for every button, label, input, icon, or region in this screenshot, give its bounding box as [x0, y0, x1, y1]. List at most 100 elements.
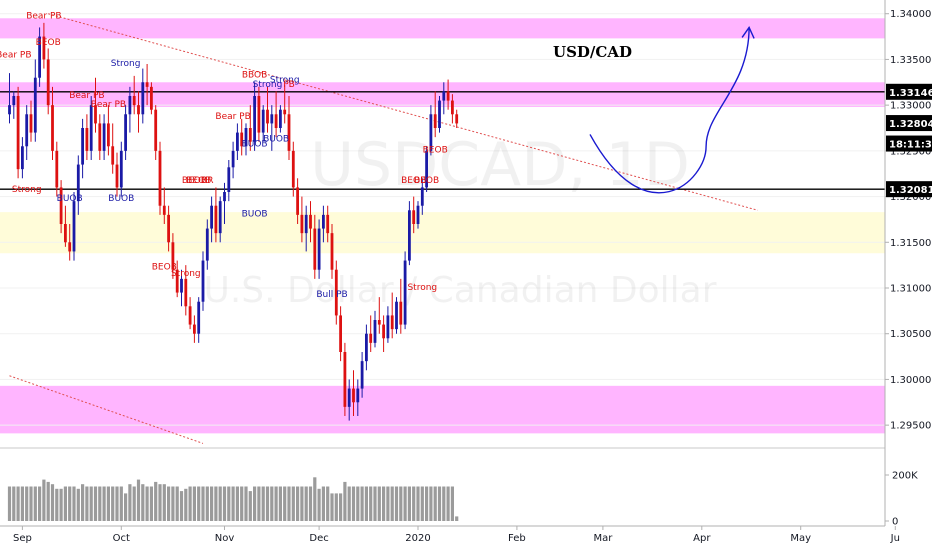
volume-tick-label-1: 200K	[892, 471, 918, 482]
volume-bar-52	[231, 486, 235, 521]
volume-bar-67	[296, 486, 300, 521]
volume-bar-28	[128, 484, 132, 521]
volume-bar-25	[115, 486, 119, 521]
volume-bar-12	[59, 488, 63, 521]
signal-label-25: BEOB	[423, 146, 448, 156]
volume-bar-76	[334, 493, 338, 521]
candle-body-72	[317, 228, 321, 270]
candle-body-18	[85, 128, 89, 151]
volume-bar-8	[42, 479, 46, 521]
candle-24	[111, 123, 115, 174]
candle-body-96	[420, 187, 424, 206]
candle-52	[231, 141, 235, 179]
signal-label-23: BEOB	[401, 176, 426, 186]
volume-bar-45	[201, 486, 205, 521]
candle-0	[8, 73, 11, 124]
volume-bar-41	[184, 488, 188, 521]
candle-7	[38, 27, 41, 87]
volume-bar-58	[257, 486, 261, 521]
price-tick-label-0: 1.29500	[890, 421, 931, 432]
time-tick-label-6: Mar	[593, 533, 613, 544]
volume-bar-91	[399, 486, 403, 521]
candle-body-19	[89, 105, 93, 151]
volume-bar-64	[283, 486, 287, 521]
volume-tick-label-0: 0	[892, 517, 898, 528]
symbol-watermark: USDCAD, 1D U.S. Dollar / Canadian Dollar	[203, 130, 716, 311]
volume-bar-49	[218, 486, 222, 521]
candle-96	[420, 178, 424, 215]
candlesticks	[8, 22, 459, 421]
price-tick-label-6: 1.32500	[890, 146, 931, 157]
volume-bar-10	[50, 484, 55, 521]
signal-label-10: BEOB	[186, 176, 211, 186]
candle-87	[382, 315, 385, 352]
candle-40	[180, 269, 183, 307]
volume-bar-32	[145, 486, 149, 521]
zone-band-2	[0, 212, 885, 254]
price-axis: 1.29500 1.30000 1.30500 1.31000 1.31500 1.320…	[885, 9, 932, 432]
candle-37	[167, 205, 170, 252]
zone-band-0	[0, 18, 885, 39]
signal-label-8: Bear PB	[91, 100, 126, 110]
volume-bar-73	[321, 486, 325, 521]
signal-label-17: Strong	[270, 75, 300, 85]
candle-80	[352, 370, 355, 416]
candle-22	[102, 114, 106, 160]
candle-body-26	[119, 150, 123, 188]
candle-28	[128, 86, 132, 133]
volume-bar-71	[313, 477, 317, 521]
candle-21	[98, 114, 102, 160]
candle-body-17	[81, 128, 84, 165]
candle-81	[356, 379, 360, 416]
candle-body-94	[412, 210, 416, 224]
candle-23	[107, 105, 110, 156]
candle-body-79	[347, 388, 351, 407]
price-badge-2-box	[886, 181, 932, 198]
volume-bar-23	[106, 486, 110, 521]
candle-body-82	[360, 361, 364, 389]
candle-61	[270, 105, 274, 151]
candle-56	[248, 105, 252, 151]
candle-body-80	[352, 388, 355, 403]
candle-body-44	[197, 301, 201, 334]
volume-bar-22	[102, 486, 106, 521]
candle-1	[12, 91, 16, 119]
candle-68	[300, 196, 304, 243]
candle-58	[257, 86, 261, 142]
candle-body-77	[339, 315, 342, 352]
volume-bar-9	[46, 481, 50, 521]
candle-43	[193, 315, 196, 343]
candle-66	[291, 141, 295, 197]
candle-17	[81, 118, 84, 179]
candle-body-103	[451, 100, 454, 115]
volume-bar-97	[425, 486, 429, 521]
volume-bar-31	[141, 484, 145, 521]
candle-body-22	[102, 123, 106, 151]
candle-body-30	[137, 105, 140, 115]
price-tick-label-3: 1.31000	[890, 284, 931, 295]
candle-body-87	[382, 324, 385, 339]
volume-bar-47	[210, 486, 214, 521]
candle-body-54	[240, 132, 244, 147]
candle-98	[429, 105, 433, 156]
volume-bar-63	[278, 486, 282, 521]
volume-bar-62	[274, 486, 278, 521]
volume-bar-26	[119, 486, 123, 521]
volume-bar-0	[7, 486, 12, 521]
volume-bar-33	[149, 486, 153, 521]
volume-bar-57	[253, 486, 257, 521]
time-tick-label-1: Oct	[113, 533, 130, 544]
volume-bar-40	[179, 491, 184, 521]
chart-title: USD/CAD	[553, 43, 632, 61]
time-tick-label-3: Dec	[309, 533, 328, 544]
candle-38	[171, 233, 175, 279]
price-badge-2-label: 1.32081	[889, 185, 932, 196]
signal-label-22: Bull PB	[316, 290, 347, 300]
volume-bar-103	[450, 486, 454, 521]
candle-103	[451, 94, 454, 124]
candle-body-13	[64, 224, 67, 243]
price-badge-0-box	[886, 83, 932, 100]
time-tick-label-7: Apr	[693, 533, 711, 544]
volume-bar-19	[89, 486, 93, 521]
candle-body-52	[231, 150, 235, 168]
